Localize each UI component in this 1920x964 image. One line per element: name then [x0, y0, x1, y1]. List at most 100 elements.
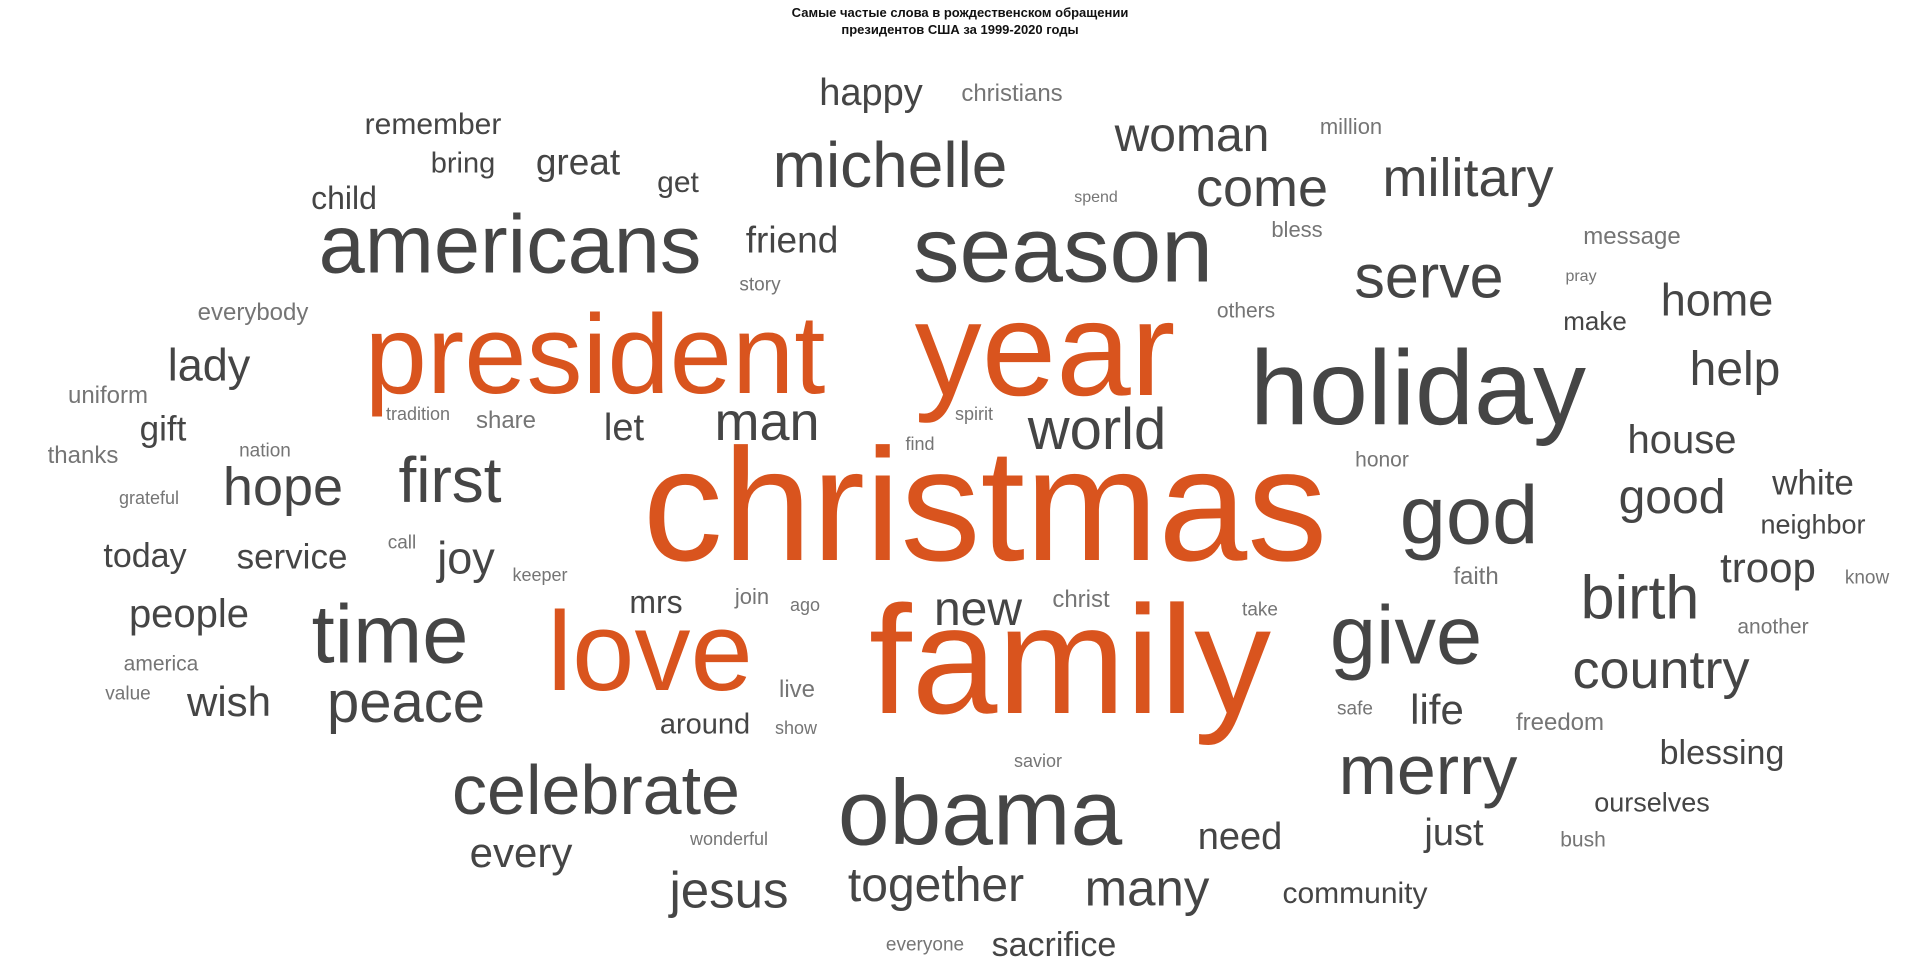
word-live: live: [778, 676, 816, 703]
word-tradition: tradition: [385, 404, 451, 424]
word-grateful: grateful: [118, 488, 180, 508]
word-season: season: [913, 197, 1213, 302]
word-lady: lady: [167, 339, 251, 391]
word-life: life: [1410, 686, 1464, 733]
word-find: find: [905, 434, 935, 454]
chart-title-line-2: президентов США за 1999-2020 годы: [841, 22, 1079, 37]
word-military: military: [1382, 148, 1554, 208]
word-president: president: [364, 292, 826, 417]
word-help: help: [1689, 343, 1781, 396]
word-celebrate: celebrate: [452, 751, 740, 829]
word-michelle: michelle: [772, 129, 1008, 201]
word-neighbor: neighbor: [1760, 509, 1866, 540]
word-share: share: [475, 407, 537, 434]
word-blessing: blessing: [1659, 734, 1785, 772]
word-woman: woman: [1114, 109, 1270, 162]
chart-title: Самые частые слова в рождественском обра…: [0, 4, 1920, 38]
word-everybody: everybody: [197, 299, 309, 326]
word-another: another: [1737, 615, 1809, 639]
word-ourselves: ourselves: [1594, 787, 1710, 818]
word-child: child: [311, 180, 377, 216]
word-know: know: [1844, 567, 1890, 589]
word-remember: remember: [364, 108, 502, 141]
word-come: come: [1195, 158, 1329, 218]
word-community: community: [1282, 877, 1428, 910]
word-america: america: [123, 652, 199, 676]
word-sacrifice: sacrifice: [991, 926, 1117, 964]
word-today: today: [103, 537, 187, 575]
word-show: show: [774, 718, 818, 738]
word-pray: pray: [1565, 268, 1597, 285]
word-home: home: [1660, 274, 1774, 326]
word-new: new: [933, 583, 1023, 636]
word-obama: obama: [837, 760, 1123, 865]
word-white: white: [1772, 463, 1854, 503]
word-together: together: [847, 859, 1025, 912]
word-god: god: [1399, 468, 1539, 562]
word-peace: peace: [326, 670, 486, 735]
word-around: around: [659, 708, 751, 741]
word-christ: christ: [1052, 586, 1110, 613]
word-call: call: [387, 532, 417, 554]
word-jesus: jesus: [669, 861, 789, 919]
word-uniform: uniform: [67, 382, 149, 409]
word-ago: ago: [789, 595, 821, 615]
word-happy: happy: [819, 72, 923, 114]
word-merry: merry: [1338, 731, 1518, 809]
word-spend: spend: [1074, 189, 1118, 206]
word-troop: troop: [1720, 544, 1816, 591]
word-many: many: [1084, 859, 1210, 917]
word-faith: faith: [1453, 563, 1499, 590]
word-nation: nation: [239, 440, 291, 462]
word-story: story: [739, 274, 781, 296]
word-world: world: [1027, 397, 1167, 462]
word-make: make: [1563, 306, 1627, 336]
word-take: take: [1242, 599, 1278, 621]
word-hope: hope: [222, 457, 344, 517]
word-first: first: [398, 444, 502, 516]
word-service: service: [236, 537, 348, 577]
word-wonderful: wonderful: [689, 829, 769, 849]
word-get: get: [657, 166, 699, 199]
word-joy: joy: [437, 532, 495, 584]
word-need: need: [1197, 816, 1283, 858]
word-savior: savior: [1013, 751, 1063, 771]
word-safe: safe: [1337, 698, 1373, 720]
word-good: good: [1618, 471, 1726, 524]
word-value: value: [105, 683, 151, 705]
word-great: great: [535, 141, 621, 183]
word-everyone: everyone: [885, 934, 965, 956]
word-serve: serve: [1354, 242, 1504, 311]
word-people: people: [128, 592, 250, 636]
word-christmas: christmas: [642, 415, 1328, 594]
word-spirit: spirit: [954, 404, 994, 424]
word-million: million: [1319, 114, 1383, 139]
word-every: every: [469, 829, 573, 876]
word-bless: bless: [1271, 217, 1323, 242]
word-honor: honor: [1355, 448, 1409, 472]
word-house: house: [1627, 418, 1737, 462]
word-man: man: [714, 392, 820, 452]
word-christians: christians: [961, 80, 1063, 107]
word-friend: friend: [745, 219, 839, 261]
word-americans: americans: [318, 197, 702, 291]
word-bush: bush: [1560, 828, 1606, 852]
word-family: family: [868, 574, 1272, 746]
word-just: just: [1424, 812, 1484, 854]
word-love: love: [547, 589, 753, 714]
word-freedom: freedom: [1515, 709, 1605, 736]
word-country: country: [1572, 640, 1750, 700]
word-year: year: [914, 275, 1176, 424]
word-mrs: mrs: [629, 584, 683, 620]
word-gift: gift: [139, 409, 187, 449]
word-time: time: [311, 587, 469, 681]
word-let: let: [603, 407, 645, 449]
word-others: others: [1216, 299, 1276, 323]
word-bring: bring: [430, 147, 496, 180]
word-wish: wish: [186, 678, 272, 725]
chart-title-line-1: Самые частые слова в рождественском обра…: [791, 5, 1129, 20]
word-thanks: thanks: [47, 442, 119, 469]
word-birth: birth: [1580, 563, 1700, 632]
word-join: join: [734, 584, 770, 609]
